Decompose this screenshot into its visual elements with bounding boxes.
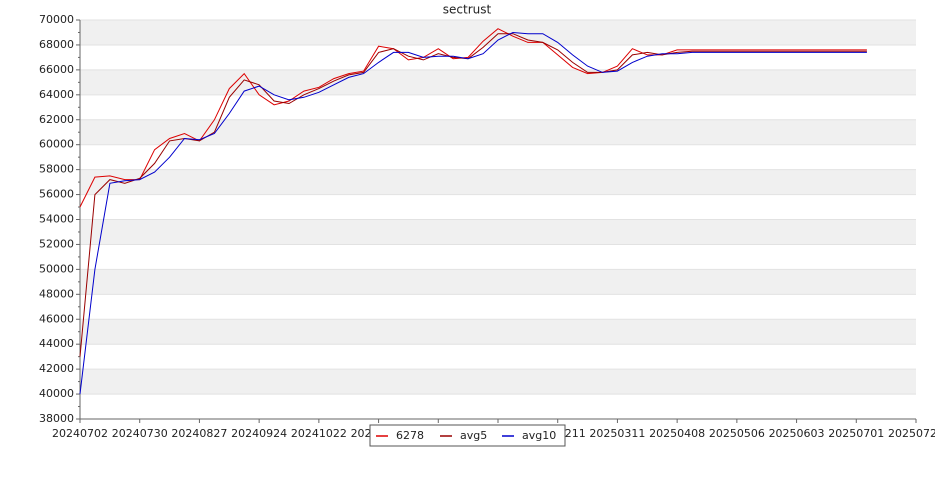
grid-band: [80, 369, 916, 395]
y-tick-label: 42000: [39, 362, 74, 375]
y-tick-label: 56000: [39, 188, 74, 201]
y-tick-label: 70000: [39, 13, 74, 26]
legend-label: avg5: [460, 429, 487, 442]
x-tick-label: 20250701: [828, 427, 884, 440]
x-tick-label: 20241022: [291, 427, 347, 440]
y-tick-label: 66000: [39, 63, 74, 76]
grid-band: [80, 269, 916, 295]
series-line: [79, 31, 867, 395]
grid-band: [80, 119, 916, 145]
legend: 6278 avg5 avg10: [369, 424, 566, 447]
legend-label: avg10: [522, 429, 556, 442]
y-tick-label: 44000: [39, 337, 74, 350]
y-tick-label: 54000: [39, 213, 74, 226]
y-tick-label: 50000: [39, 262, 74, 275]
legend-label: 6278: [396, 429, 424, 442]
x-tick-label: 20240827: [171, 427, 227, 440]
series-line: [79, 28, 867, 208]
grid-band: [80, 20, 916, 45]
x-tick-label: 20240730: [112, 427, 168, 440]
series-line: [79, 33, 867, 357]
grid-band: [80, 69, 916, 95]
x-tick-label: 20250506: [709, 427, 765, 440]
y-tick-label: 38000: [39, 412, 74, 425]
x-tick-label: 20240924: [231, 427, 287, 440]
y-tick-label: 46000: [39, 312, 74, 325]
y-tick-label: 62000: [39, 113, 74, 126]
y-tick-label: 60000: [39, 138, 74, 151]
x-tick-label: 20250408: [649, 427, 705, 440]
x-tick-label: 20240702: [52, 427, 108, 440]
y-tick-label: 68000: [39, 38, 74, 51]
y-tick-label: 58000: [39, 163, 74, 176]
chart-title: sectrust: [443, 3, 492, 17]
x-tick-label: 20250311: [589, 427, 645, 440]
x-tick-label: 20250603: [769, 427, 825, 440]
grid-band: [80, 319, 916, 345]
y-tick-label: 48000: [39, 287, 74, 300]
x-tick-label: 20250729: [888, 427, 935, 440]
y-tick-label: 40000: [39, 387, 74, 400]
y-tick-label: 52000: [39, 237, 74, 250]
y-tick-label: 64000: [39, 88, 74, 101]
grid-band: [80, 169, 916, 195]
legend-box: [369, 424, 566, 447]
grid-band: [80, 219, 916, 245]
